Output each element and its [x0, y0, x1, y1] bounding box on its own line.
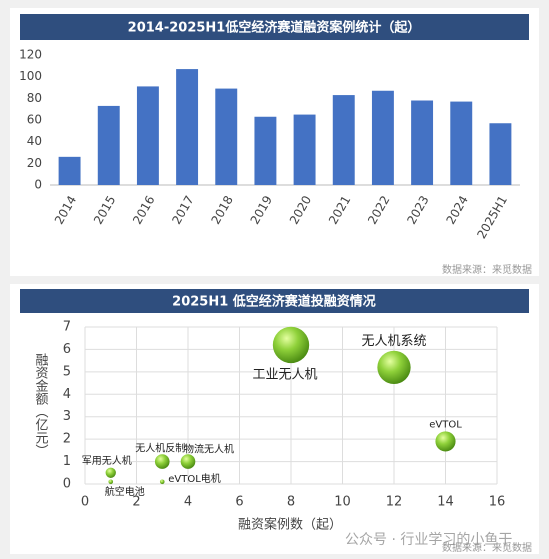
bar [58, 156, 81, 185]
x-tick-label: 16 [489, 495, 506, 510]
bubble-label: 工业无人机 [252, 367, 317, 382]
x-tick-label: 12 [386, 495, 403, 510]
bubble-label: eVTOL [429, 419, 462, 430]
title-bar [20, 289, 529, 313]
y-tick-label: 3 [63, 409, 71, 424]
bubble-label: 军用无人机 [82, 454, 132, 467]
y-tick-label: 0 [34, 178, 42, 192]
x-tick-label: 2 [132, 495, 140, 510]
x-tick-label: 0 [81, 495, 89, 510]
bubble-label: 航空电池 [105, 485, 145, 498]
bar [136, 86, 159, 185]
bubble [108, 479, 114, 485]
bubble [105, 467, 116, 478]
bar [450, 101, 473, 185]
source: 数据来源：来觅数据 [442, 263, 532, 276]
y-tick-label: 0 [63, 477, 71, 492]
y-tick-label: 2 [63, 432, 71, 447]
bubble-label: 无人机系统 [361, 334, 426, 349]
x-tick-label: 10 [334, 495, 351, 510]
y-tick-label: 20 [27, 156, 42, 170]
x-tick-label: 4 [184, 495, 192, 510]
bar [411, 100, 434, 185]
y-tick-label: 40 [27, 134, 42, 148]
y-tick-label: 5 [63, 364, 71, 379]
y-tick-label: 60 [27, 113, 42, 127]
chart-title: 2025H1 低空经济赛道投融资情况 [172, 294, 376, 310]
bubble [272, 326, 310, 364]
x-tick-label: 8 [287, 495, 295, 510]
y-tick-label: 1 [63, 454, 71, 469]
bubble [377, 350, 411, 385]
y-tick-label: 120 [19, 48, 42, 62]
y-axis-label: 融资金额（亿元） [33, 353, 49, 457]
x-axis-label: 融资案例数（起） [238, 518, 342, 533]
bubble [154, 454, 170, 469]
title-bar [20, 14, 529, 40]
bar [254, 116, 277, 185]
bubble [435, 431, 456, 452]
bar [371, 90, 394, 185]
x-tick-label: 14 [437, 495, 454, 510]
bar [215, 88, 238, 185]
y-tick-label: 4 [63, 387, 71, 402]
y-tick-label: 6 [63, 342, 71, 357]
panel [10, 284, 539, 554]
bar [332, 95, 355, 185]
bubble-label: 无人机反制 [135, 442, 185, 455]
y-tick-label: 7 [63, 320, 71, 335]
watermark: 公众号 · 行业学习的小鱼干 [345, 531, 512, 548]
y-tick-label: 100 [19, 69, 42, 83]
bubble [159, 479, 165, 485]
chart-title: 2014-2025H1低空经济赛道融资案例统计（起） [128, 20, 421, 36]
x-tick-label: 6 [235, 495, 243, 510]
bar [293, 114, 316, 185]
bubble-label: 物流无人机 [184, 443, 234, 456]
bubble [180, 454, 196, 469]
bar [489, 123, 512, 185]
source: 数据来源：来觅数据 [442, 541, 532, 554]
y-tick-label: 80 [27, 91, 42, 105]
bar [97, 105, 120, 185]
bar [176, 69, 199, 185]
bubble-label: eVTOL电机 [168, 472, 221, 485]
